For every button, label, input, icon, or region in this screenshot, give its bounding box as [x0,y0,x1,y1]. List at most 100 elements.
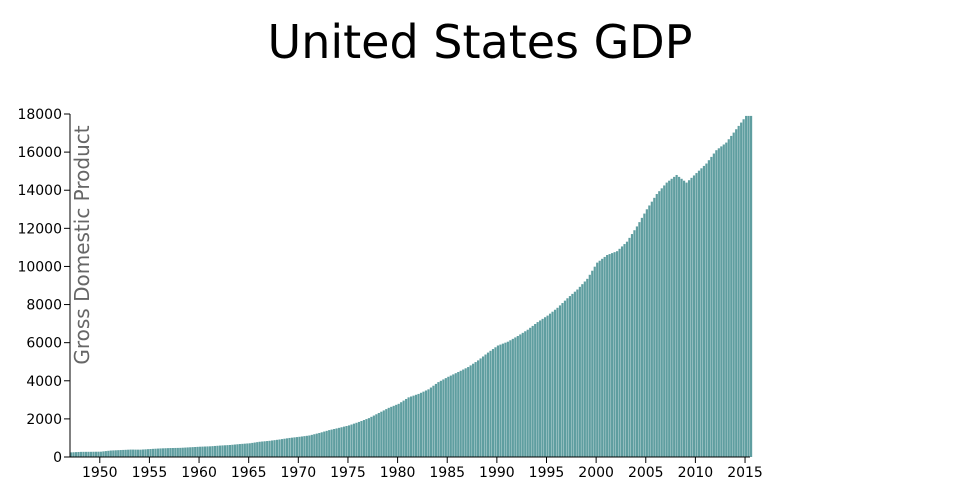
bar-252 [695,173,698,457]
bar-6 [84,451,88,457]
bar-205 [578,286,581,457]
bar-158 [462,369,465,457]
axes-layer: 0 2000 4000 6000 8000 10000 12000 14000 16000 180… [17,107,762,481]
bar-265 [727,139,730,457]
x-tick-label-1995: 1995 [529,465,565,481]
bar-86 [283,438,286,457]
bar-52 [199,446,202,457]
bar-216 [606,255,609,457]
bar-184 [526,329,529,457]
bar-88 [288,437,291,457]
bar-245 [678,176,681,457]
bar-118 [362,420,366,457]
y-tick-label-12000: 12000 [17,221,62,237]
bar-247 [682,180,686,457]
bar-189 [539,320,542,457]
bar-40 [169,448,172,457]
bar-47 [186,447,189,457]
bar-255 [702,165,706,457]
bar-196 [556,307,559,457]
bar-262 [720,146,723,457]
bar-267 [732,132,735,457]
bar-254 [700,168,703,457]
bar-204 [576,289,579,457]
bar-263 [722,144,725,458]
bar-261 [717,148,720,458]
bar-231 [643,213,646,457]
y-tick-label-2000: 2000 [26,412,62,428]
bar-62 [223,445,227,457]
y-axis-label: Gross Domestic Product [70,125,94,364]
bar-194 [551,311,554,457]
bar-87 [285,438,289,457]
bar-104 [328,430,331,457]
bar-26 [134,449,137,457]
x-tick-label-2005: 2005 [628,465,664,481]
bar-215 [603,256,606,457]
bar-13 [102,451,105,457]
bar-161 [469,365,472,457]
bar-222 [620,246,624,457]
bar-55 [206,446,209,457]
bar-69 [241,443,244,457]
bar-16 [109,450,112,457]
y-tick-label-14000: 14000 [17,183,62,199]
bar-123 [375,414,378,457]
bar-60 [218,445,222,457]
bar-168 [486,352,490,457]
bar-144 [427,389,430,457]
bar-132 [397,403,400,457]
bar-85 [280,439,284,457]
bar-178 [511,338,514,457]
bar-39 [166,448,169,457]
bar-57 [211,446,214,457]
x-tick-label-1975: 1975 [330,465,366,481]
bar-28 [139,449,142,457]
bar-95 [305,435,308,457]
bar-171 [494,347,497,457]
bar-223 [623,244,626,457]
bar-271 [742,119,745,458]
bar-142 [422,391,425,457]
bar-93 [300,436,303,457]
bar-219 [613,252,616,457]
bar-232 [645,209,648,457]
x-tick-label-1965: 1965 [231,465,267,481]
bar-74 [253,442,256,457]
bar-198 [561,303,564,457]
bar-155 [454,373,457,457]
bar-175 [504,342,507,457]
bar-141 [419,392,423,457]
bar-145 [429,387,433,457]
y-tick-label-16000: 16000 [17,145,62,161]
bar-63 [226,445,229,457]
bar-150 [442,379,445,457]
bar-90 [293,437,296,457]
bar-19 [117,450,120,457]
bar-21 [122,449,125,457]
bar-147 [434,383,437,457]
bar-251 [692,175,696,457]
bar-235 [653,197,656,457]
bar-108 [338,427,341,457]
bar-264 [725,142,728,457]
bar-240 [665,182,668,457]
bar-97 [310,434,313,457]
bar-238 [660,188,663,457]
bar-160 [467,367,470,457]
bar-133 [400,402,403,457]
x-tick-label-2015: 2015 [727,465,763,481]
bar-29 [141,449,145,457]
bar-7 [87,451,90,457]
bar-273 [747,115,750,457]
bar-197 [558,305,562,457]
bar-100 [318,432,321,457]
bar-242 [670,178,673,458]
bar-61 [221,445,224,457]
bar-179 [514,337,517,457]
bar-130 [392,405,395,457]
bar-96 [308,435,311,457]
bar-226 [630,234,634,457]
bar-180 [516,336,519,457]
